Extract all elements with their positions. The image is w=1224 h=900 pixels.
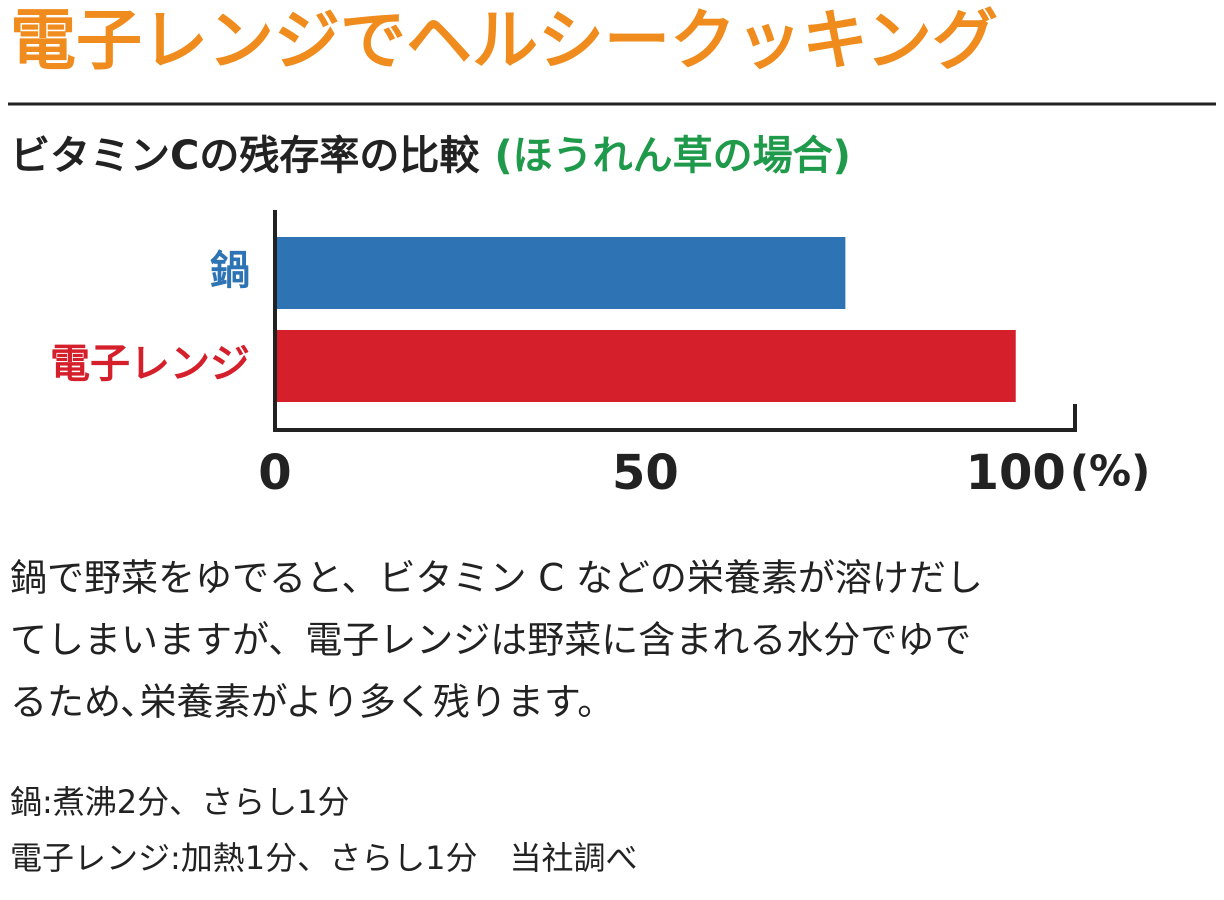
x-tick-label: 0 — [258, 445, 291, 501]
body-text: 鍋で野菜をゆでると、ビタミン C などの栄養素が溶けだし — [10, 557, 983, 600]
x-unit-label: (%) — [1070, 447, 1150, 496]
body-text: るため､栄養素がより多く残ります。 — [10, 681, 614, 724]
chart-title: ビタミンCの残存率の比較 — [10, 133, 480, 179]
category-label: 鍋 — [210, 248, 250, 294]
note: 電子レンジ:加熱1分、さらし1分 当社調べ — [10, 839, 638, 877]
body-text: てしまいますが、電子レンジは野菜に含まれる水分でゆで — [10, 619, 971, 662]
x-tick-label: 50 — [612, 445, 679, 501]
category-label: 電子レンジ — [50, 341, 250, 387]
x-tick-label: 100 — [966, 445, 1066, 501]
bar — [277, 330, 1016, 402]
chart-subtitle: (ほうれん草の場合) — [494, 133, 851, 179]
page-title: 電子レンジでヘルシークッキング — [10, 2, 998, 79]
bar — [277, 237, 846, 309]
note: 鍋:煮沸2分、さらし1分 — [10, 783, 350, 821]
